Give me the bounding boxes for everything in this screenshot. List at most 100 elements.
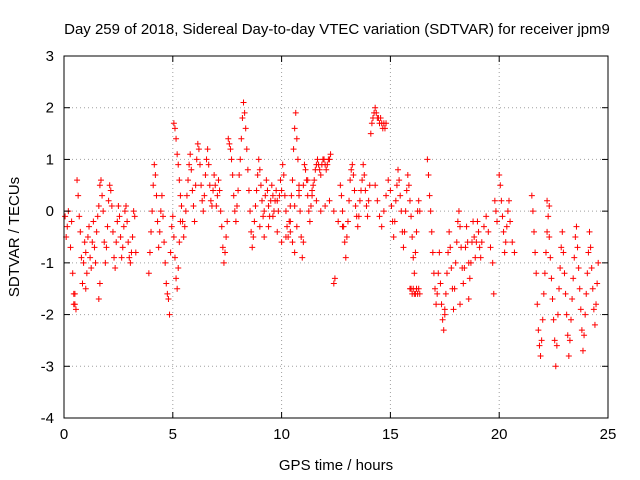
- data-point: [118, 254, 125, 261]
- data-point: [569, 296, 576, 303]
- data-point: [302, 166, 309, 173]
- x-axis-label: GPS time / hours: [279, 457, 393, 474]
- data-point: [131, 213, 138, 220]
- data-point: [216, 187, 223, 194]
- data-point: [426, 192, 433, 199]
- data-point: [99, 192, 106, 199]
- data-point: [326, 197, 333, 204]
- data-point: [109, 228, 116, 235]
- data-point: [441, 311, 448, 318]
- data-point: [348, 166, 355, 173]
- data-point: [188, 166, 195, 173]
- data-point: [200, 208, 207, 215]
- data-point: [83, 270, 90, 277]
- data-point: [500, 228, 507, 235]
- data-point: [346, 197, 353, 204]
- data-point: [294, 156, 301, 163]
- data-point: [531, 228, 538, 235]
- data-point: [265, 223, 272, 230]
- data-point: [584, 270, 591, 277]
- data-point: [446, 228, 453, 235]
- grid-lines: [64, 56, 608, 418]
- data-point: [392, 197, 399, 204]
- data-point: [361, 171, 368, 178]
- data-point: [583, 290, 590, 297]
- data-point: [528, 192, 535, 199]
- data-point: [220, 259, 227, 266]
- data-point: [101, 239, 108, 246]
- data-point: [571, 254, 578, 261]
- data-point: [476, 244, 483, 251]
- data-point: [249, 244, 256, 251]
- data-point: [192, 182, 199, 189]
- data-point: [445, 249, 452, 256]
- data-point: [594, 280, 601, 287]
- data-point: [532, 249, 539, 256]
- data-point: [447, 244, 454, 251]
- data-point: [355, 213, 362, 220]
- data-point: [561, 270, 568, 277]
- data-point: [297, 208, 304, 215]
- x-tick-labels: 0 5 10 15 20 25: [60, 426, 617, 443]
- data-point: [337, 182, 344, 189]
- data-point: [395, 166, 402, 173]
- data-point: [305, 208, 312, 215]
- data-point: [293, 135, 300, 142]
- data-point: [226, 140, 233, 147]
- data-point: [404, 171, 411, 178]
- data-point: [69, 270, 76, 277]
- data-point: [413, 228, 420, 235]
- data-point: [263, 177, 270, 184]
- data-point: [451, 285, 458, 292]
- data-point: [304, 177, 311, 184]
- data-point: [223, 234, 230, 240]
- data-point: [396, 177, 403, 184]
- data-point: [475, 228, 482, 235]
- data-point: [590, 306, 597, 313]
- data-point: [269, 192, 276, 199]
- data-point: [509, 239, 516, 246]
- data-point: [388, 202, 395, 209]
- data-point: [416, 290, 423, 297]
- data-point: [511, 249, 518, 256]
- data-point: [463, 223, 470, 230]
- data-point: [311, 177, 318, 184]
- data-point: [284, 223, 291, 230]
- data-point: [460, 280, 467, 287]
- data-point: [228, 156, 235, 163]
- data-point: [391, 218, 398, 225]
- data-point: [198, 182, 205, 189]
- data-point: [502, 239, 509, 246]
- data-point: [477, 254, 484, 261]
- data-point: [245, 187, 252, 194]
- data-point: [161, 239, 168, 246]
- data-point: [573, 223, 580, 230]
- data-point: [78, 254, 85, 261]
- data-point: [127, 259, 134, 266]
- data-point: [212, 182, 219, 189]
- data-point: [339, 208, 346, 215]
- y-tick-label: 0: [46, 203, 54, 220]
- data-point: [503, 223, 510, 230]
- data-point: [111, 254, 118, 261]
- data-point: [97, 177, 104, 184]
- data-point: [80, 259, 87, 266]
- data-point: [279, 161, 286, 168]
- data-point: [490, 290, 497, 297]
- data-point: [593, 301, 600, 308]
- y-tick-label: 1: [46, 151, 54, 168]
- data-point: [576, 285, 583, 292]
- data-point: [380, 208, 387, 215]
- data-point: [181, 223, 188, 230]
- data-point: [570, 275, 577, 282]
- data-point: [429, 249, 436, 256]
- data-point: [238, 135, 245, 142]
- data-point: [215, 177, 222, 184]
- data-point: [438, 301, 445, 308]
- data-point: [403, 187, 410, 194]
- data-point: [507, 218, 514, 225]
- data-point: [415, 197, 422, 204]
- data-point: [372, 182, 379, 189]
- data-point: [365, 197, 372, 204]
